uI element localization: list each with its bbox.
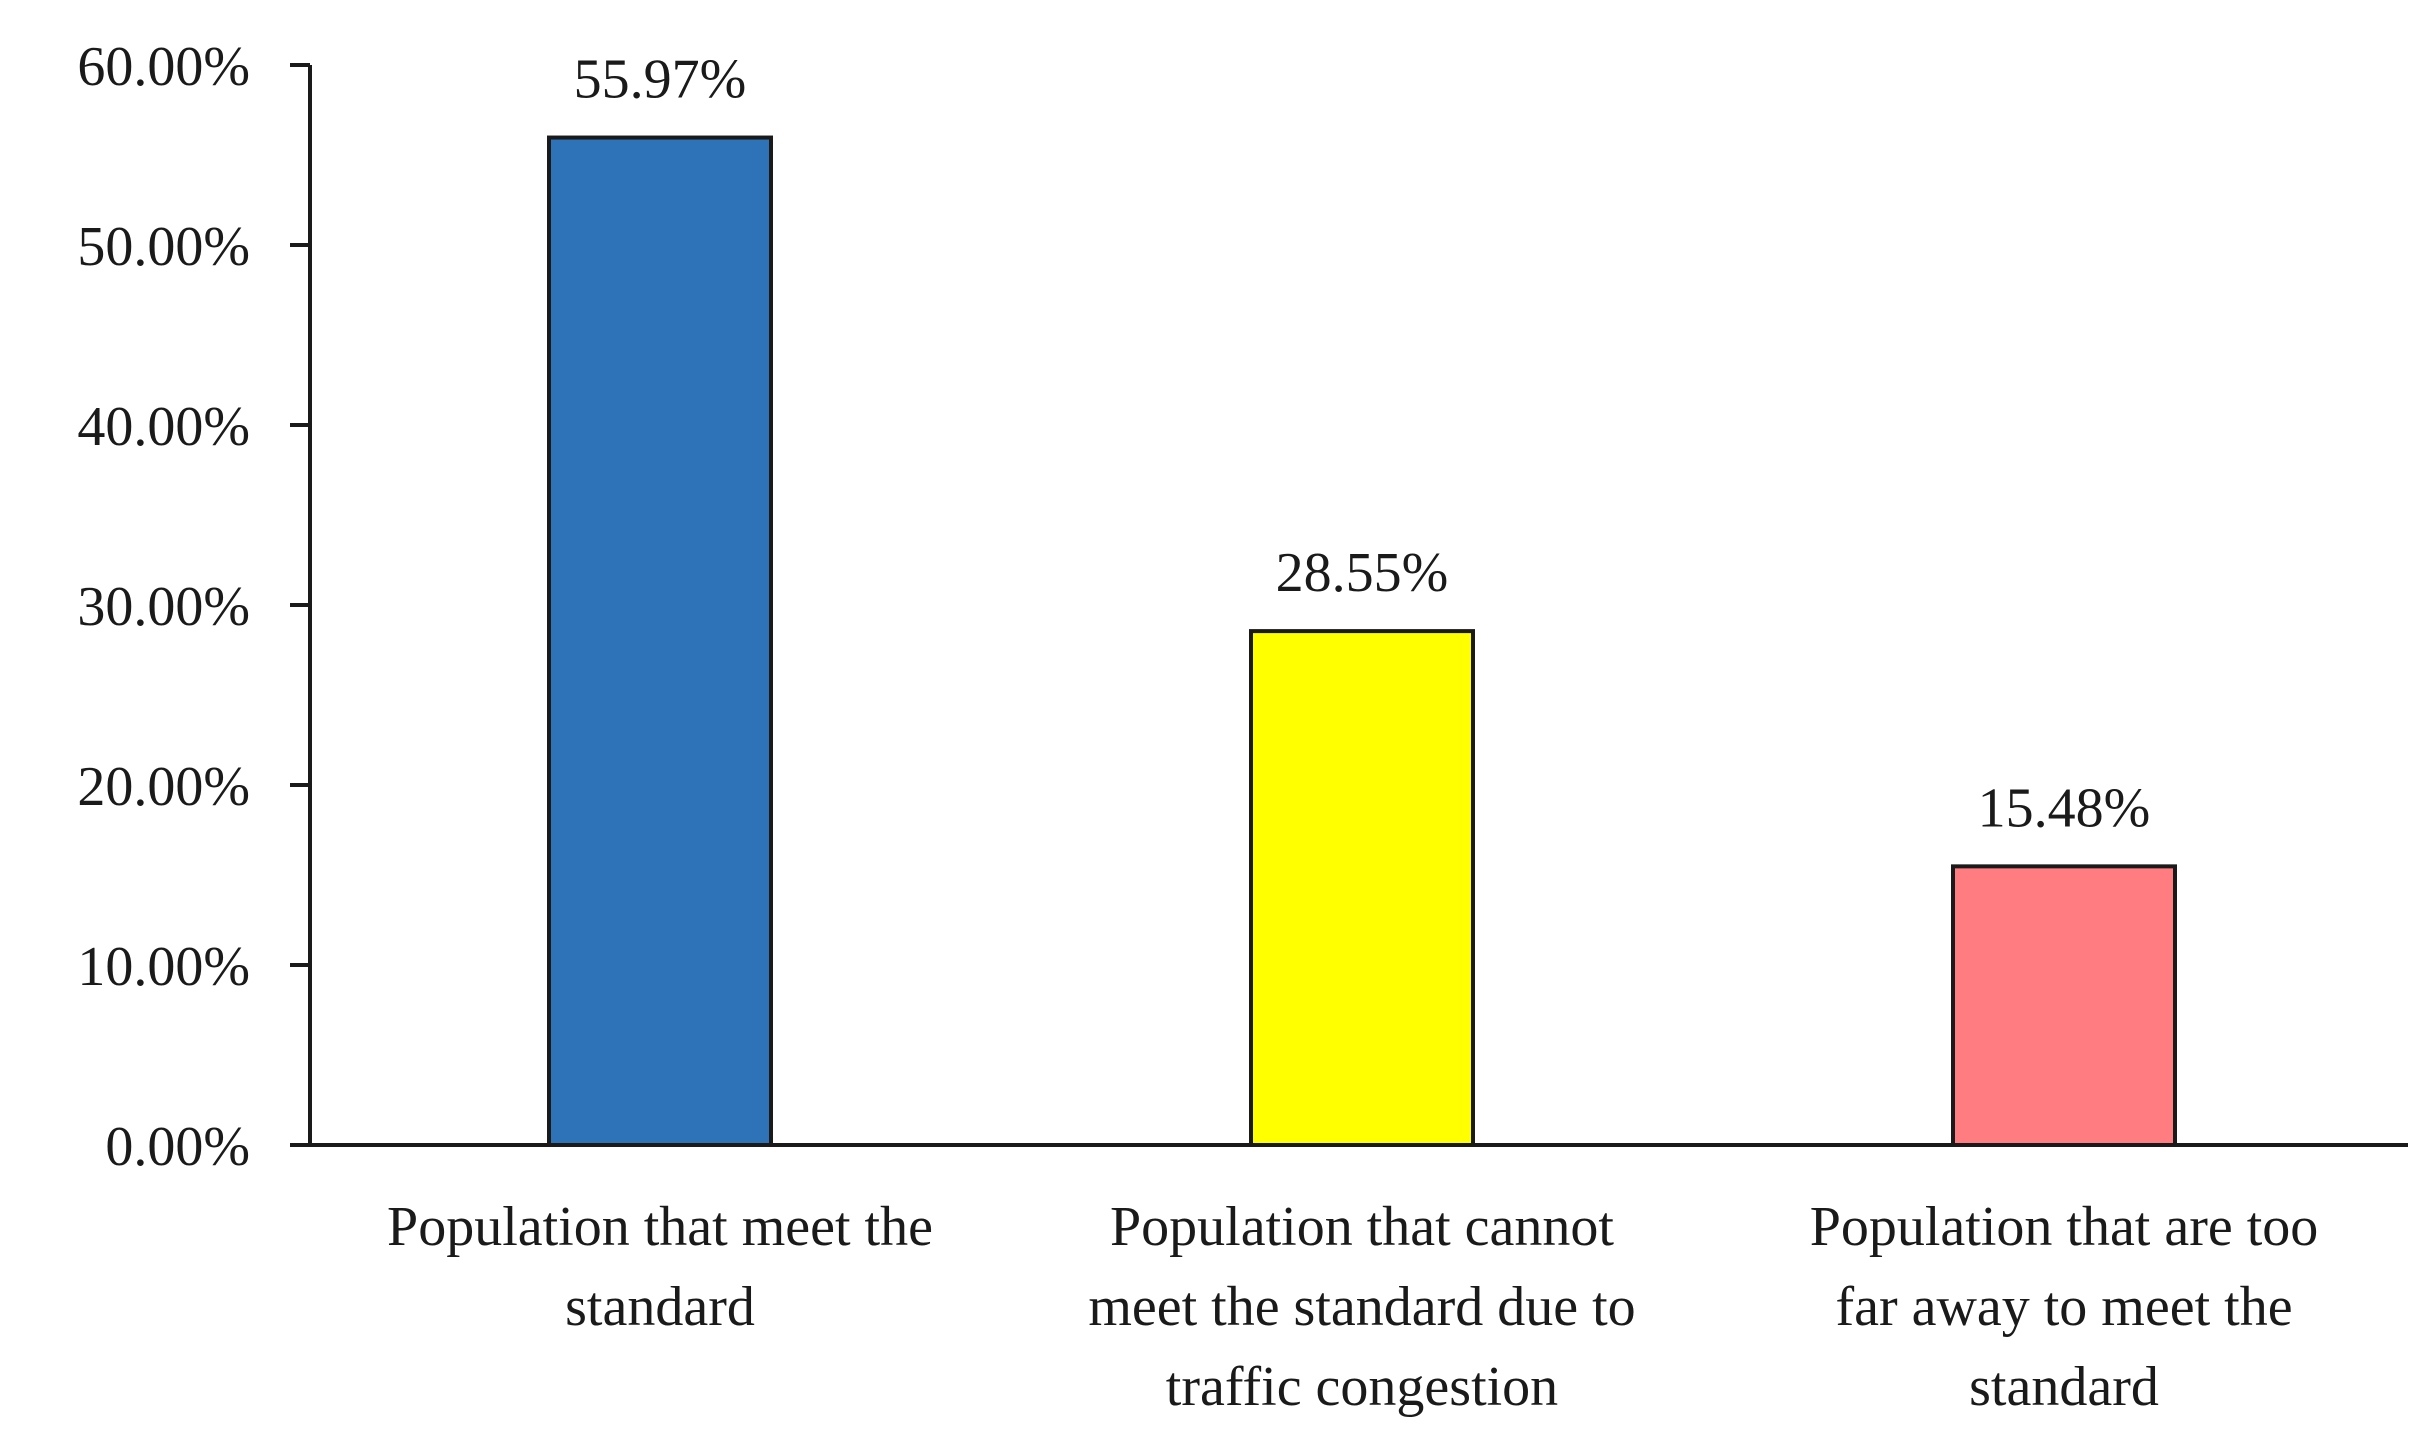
x-category-label-line: standard: [565, 1276, 755, 1338]
y-tick-label: 60.00%: [77, 36, 250, 98]
x-category-label-line: Population that cannot: [1110, 1196, 1614, 1258]
y-tick-label: 20.00%: [77, 756, 250, 818]
bar: [547, 135, 773, 1148]
bar-value-label: 15.48%: [1978, 777, 2151, 839]
category-labels: Population that meet the standardPopulati…: [387, 1196, 2318, 1418]
bar: [1249, 629, 1475, 1147]
x-category-label-line: meet the standard due to: [1088, 1276, 1635, 1338]
bar: [1951, 864, 2177, 1147]
x-category-label-line: standard: [1969, 1356, 2159, 1418]
bars: [547, 135, 2177, 1148]
x-category-label: Population that meet the standard: [387, 1196, 933, 1338]
bar-value-label: 28.55%: [1276, 542, 1449, 604]
y-tick-label: 30.00%: [77, 576, 250, 638]
x-category-label-line: far away to meet the: [1835, 1276, 2292, 1338]
x-category-label-line: traffic congestion: [1166, 1356, 1558, 1418]
data-labels: 55.97% 28.55% 15.48%: [574, 49, 2151, 840]
x-category-label-line: Population that are too: [1810, 1196, 2319, 1258]
y-tick-label: 10.00%: [77, 936, 250, 998]
bar-value-label: 55.97%: [574, 49, 747, 111]
y-tick-label: 0.00%: [105, 1116, 250, 1178]
x-category-label-line: Population that meet the: [387, 1196, 933, 1258]
y-tick-label: 50.00%: [77, 216, 250, 278]
x-category-label: Population that cannot meet the standard …: [1088, 1196, 1635, 1418]
y-axis-ticks: 0.00% 10.00% 20.00% 30.00% 40.00% 50.00% 60.00…: [77, 36, 310, 1178]
x-category-label: Population that are too far away to meet …: [1810, 1196, 2319, 1418]
y-tick-label: 40.00%: [77, 396, 250, 458]
